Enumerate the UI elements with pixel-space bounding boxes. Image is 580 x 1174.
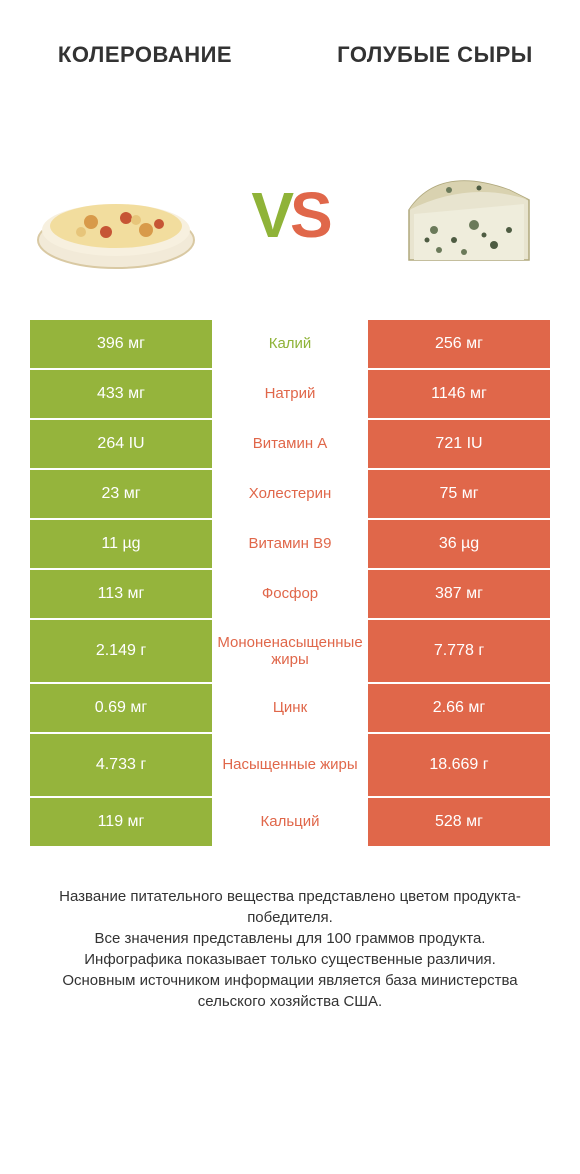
footer-line: Инфографика показывает только существенн… [30,949,550,970]
right-value: 1146 мг [368,370,550,418]
right-value: 7.778 г [368,620,550,682]
nutrient-label: Насыщенные жиры [212,734,368,796]
table-row: 396 мгКалий256 мг [30,320,550,368]
table-row: 23 мгХолестерин75 мг [30,470,550,518]
vs-v: V [251,179,290,251]
nutrient-label: Витамин B9 [212,520,368,568]
right-value: 75 мг [368,470,550,518]
vs-label: VS [232,178,348,252]
left-value: 119 мг [30,798,212,846]
nutrient-label: Натрий [212,370,368,418]
comparison-table: 396 мгКалий256 мг433 мгНатрий1146 мг264 … [30,320,550,846]
nutrient-label: Холестерин [212,470,368,518]
left-food-image [0,110,232,320]
left-value: 264 IU [30,420,212,468]
nutrient-label: Фосфор [212,570,368,618]
right-value: 36 µg [368,520,550,568]
right-value: 2.66 мг [368,684,550,732]
nutrient-label: Мононенасыщенные жиры [212,620,368,682]
nutrient-label: Витамин A [212,420,368,468]
table-row: 0.69 мгЦинк2.66 мг [30,684,550,732]
table-row: 4.733 гНасыщенные жиры18.669 г [30,734,550,796]
blue-cheese-icon [379,140,549,290]
vs-row: VS [0,110,580,320]
left-value: 23 мг [30,470,212,518]
left-value: 433 мг [30,370,212,418]
right-value: 387 мг [368,570,550,618]
footer-line: Название питательного вещества представл… [30,886,550,928]
table-row: 264 IUВитамин A721 IU [30,420,550,468]
left-value: 2.149 г [30,620,212,682]
footer-line: Все значения представлены для 100 граммо… [30,928,550,949]
left-value: 4.733 г [30,734,212,796]
table-row: 119 мгКальций528 мг [30,798,550,846]
nutrient-label: Калий [212,320,368,368]
header: КОЛЕРОВАНИЕ ГОЛУБЫЕ СЫРЫ [0,0,580,110]
right-value: 256 мг [368,320,550,368]
vs-s: S [290,179,329,251]
right-food-image [348,110,580,320]
footer-line: Основным источником информации является … [30,970,550,1012]
right-value: 18.669 г [368,734,550,796]
right-product-title: ГОЛУБЫЕ СЫРЫ [290,42,580,68]
left-value: 396 мг [30,320,212,368]
right-value: 528 мг [368,798,550,846]
right-value: 721 IU [368,420,550,468]
nutrient-label: Кальций [212,798,368,846]
table-row: 2.149 гМононенасыщенные жиры7.778 г [30,620,550,682]
left-value: 11 µg [30,520,212,568]
table-row: 433 мгНатрий1146 мг [30,370,550,418]
left-value: 0.69 мг [30,684,212,732]
left-value: 113 мг [30,570,212,618]
table-row: 11 µgВитамин B936 µg [30,520,550,568]
casserole-icon [31,140,201,290]
table-row: 113 мгФосфор387 мг [30,570,550,618]
left-product-title: КОЛЕРОВАНИЕ [0,42,290,68]
footer-note: Название питательного вещества представл… [30,886,550,1012]
nutrient-label: Цинк [212,684,368,732]
